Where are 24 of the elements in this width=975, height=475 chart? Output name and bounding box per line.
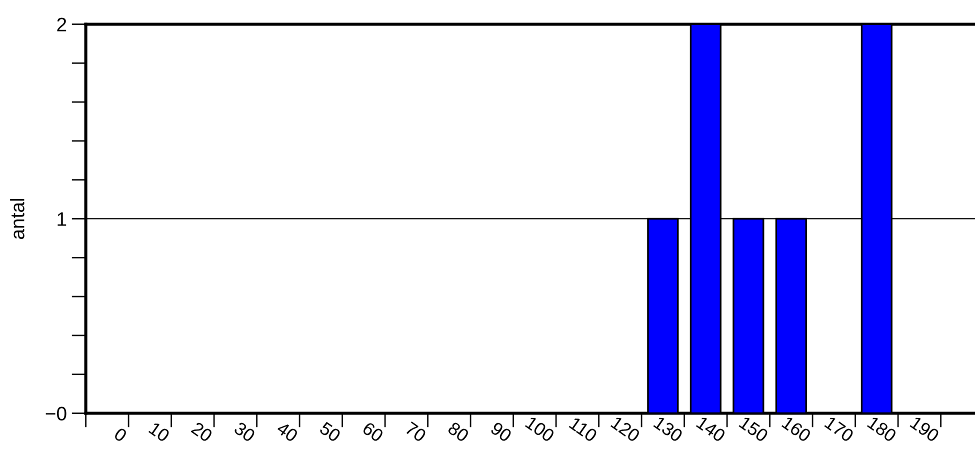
- x-tick-label: 120: [610, 416, 641, 442]
- x-tick-label: 60: [362, 421, 384, 442]
- x-tick-label: 180: [866, 416, 898, 442]
- x-tick-label: 170: [824, 416, 854, 442]
- x-tick-label: 80: [447, 421, 470, 442]
- x-tick-label: 100: [524, 416, 556, 442]
- x-tick-label: 30: [233, 421, 256, 442]
- y-tick-label: −0: [46, 406, 66, 420]
- x-tick-label: 10: [148, 422, 170, 442]
- x-tick-label: 70: [404, 421, 427, 442]
- y-tick-label: 2: [57, 18, 66, 32]
- y-axis-title: antal: [10, 198, 24, 239]
- x-tick-label: 150: [738, 416, 769, 442]
- x-tick-label: 140: [696, 416, 726, 442]
- y-tick-label: 1: [58, 212, 66, 226]
- x-tick-label: 40: [276, 421, 299, 442]
- x-tick-label: 160: [781, 416, 812, 442]
- x-tick-label: 20: [190, 421, 214, 442]
- x-tick-label: 110: [568, 416, 598, 442]
- x-tick-label: 50: [318, 421, 342, 442]
- x-tick-label: 90: [490, 421, 512, 442]
- x-tick-label: 0: [113, 427, 128, 442]
- x-tick-label: 130: [653, 416, 684, 442]
- x-tick-label: 190: [910, 416, 940, 442]
